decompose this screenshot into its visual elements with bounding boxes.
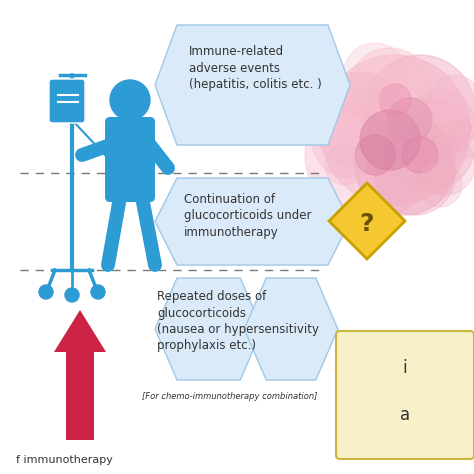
Circle shape bbox=[440, 120, 474, 160]
Circle shape bbox=[355, 135, 395, 175]
Circle shape bbox=[402, 137, 438, 173]
Circle shape bbox=[385, 100, 474, 190]
Circle shape bbox=[360, 110, 420, 170]
Text: Continuation of
glucocorticoids under
immunotherapy: Continuation of glucocorticoids under im… bbox=[184, 193, 312, 239]
FancyBboxPatch shape bbox=[49, 79, 85, 123]
Circle shape bbox=[355, 115, 455, 215]
Circle shape bbox=[320, 55, 470, 205]
Circle shape bbox=[343, 43, 407, 107]
Circle shape bbox=[325, 145, 365, 185]
Circle shape bbox=[312, 72, 408, 168]
FancyArrow shape bbox=[54, 310, 106, 440]
Text: i: i bbox=[403, 359, 407, 377]
Circle shape bbox=[348, 48, 432, 132]
Circle shape bbox=[338, 73, 382, 117]
Circle shape bbox=[418, 163, 462, 207]
Circle shape bbox=[65, 288, 79, 302]
Circle shape bbox=[312, 102, 388, 178]
FancyBboxPatch shape bbox=[105, 117, 155, 202]
Polygon shape bbox=[155, 278, 262, 380]
Polygon shape bbox=[244, 278, 338, 380]
Circle shape bbox=[388, 98, 432, 142]
Circle shape bbox=[415, 135, 474, 195]
Text: Immune-related
adverse events
(hepatitis, colitis etc. ): Immune-related adverse events (hepatitis… bbox=[189, 45, 321, 91]
Text: ?: ? bbox=[360, 212, 374, 236]
Circle shape bbox=[91, 285, 105, 299]
Circle shape bbox=[430, 75, 474, 125]
Polygon shape bbox=[155, 25, 350, 145]
Circle shape bbox=[375, 135, 455, 215]
FancyBboxPatch shape bbox=[336, 331, 474, 459]
Circle shape bbox=[110, 80, 150, 120]
Text: Repeated doses of
glucocorticoids
(nausea or hypersensitivity
prophylaxis etc.): Repeated doses of glucocorticoids (nause… bbox=[157, 290, 319, 353]
Circle shape bbox=[39, 285, 53, 299]
Text: [For chemo-immunotherapy combination]: [For chemo-immunotherapy combination] bbox=[142, 392, 318, 401]
Circle shape bbox=[305, 90, 435, 220]
Circle shape bbox=[405, 90, 474, 160]
Polygon shape bbox=[329, 183, 405, 259]
Text: a: a bbox=[400, 406, 410, 424]
Text: f immunotherapy: f immunotherapy bbox=[16, 455, 113, 465]
Polygon shape bbox=[155, 178, 350, 265]
Circle shape bbox=[379, 84, 411, 116]
Circle shape bbox=[365, 55, 474, 165]
